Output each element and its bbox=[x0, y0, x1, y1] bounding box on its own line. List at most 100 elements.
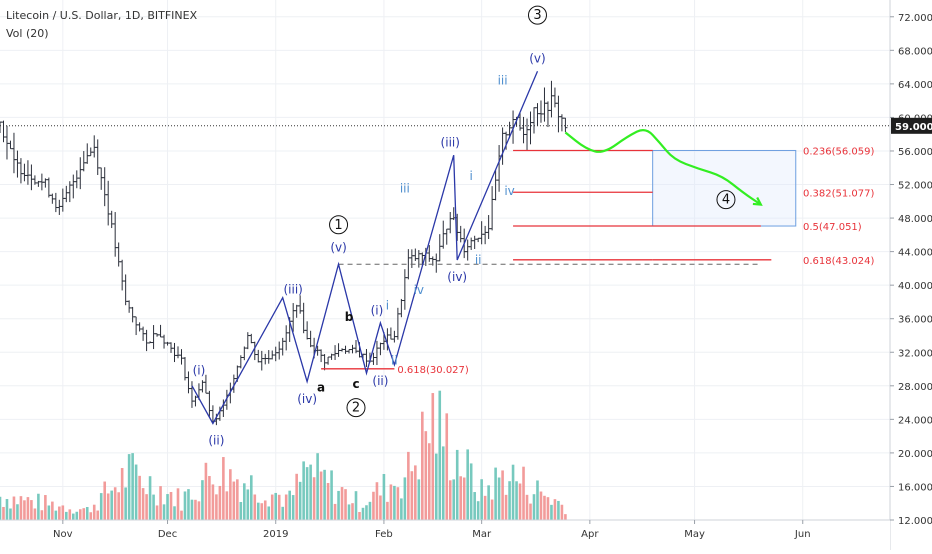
volume-bar bbox=[501, 470, 504, 520]
price-bar bbox=[50, 193, 55, 204]
price-bar bbox=[245, 332, 250, 350]
volume-bar bbox=[365, 505, 368, 520]
volume-bar bbox=[37, 493, 40, 520]
price-bar bbox=[532, 107, 536, 134]
volume-bar bbox=[85, 507, 89, 520]
price-bar bbox=[15, 150, 20, 178]
price-bar bbox=[319, 349, 324, 363]
price-bar bbox=[399, 298, 404, 318]
volume-bar bbox=[92, 504, 96, 520]
volume-bar bbox=[169, 491, 173, 520]
volume-bar bbox=[249, 475, 253, 520]
price-bar bbox=[486, 215, 491, 240]
y-tick-label: 24.000 bbox=[898, 415, 932, 426]
volume-bar bbox=[298, 481, 302, 520]
y-tick-label: 32.000 bbox=[898, 348, 932, 359]
volume-bar bbox=[277, 494, 281, 520]
price-bar bbox=[144, 329, 149, 352]
price-bar bbox=[301, 302, 306, 334]
volume-bar bbox=[106, 493, 110, 520]
volume-bar bbox=[117, 492, 120, 520]
price-bar bbox=[130, 306, 135, 323]
volume-bar bbox=[155, 505, 159, 520]
volume-bar bbox=[194, 499, 197, 520]
price-bar bbox=[53, 192, 58, 213]
price-bar bbox=[242, 346, 247, 361]
price-bar bbox=[413, 248, 418, 261]
price-bar bbox=[179, 349, 184, 365]
volume-bar bbox=[44, 495, 47, 520]
price-bar bbox=[85, 143, 90, 164]
price-bar bbox=[298, 295, 303, 314]
wave-label-circle bbox=[716, 190, 736, 210]
volume-indicator-label[interactable]: Vol (20) bbox=[6, 27, 49, 40]
target-box bbox=[652, 149, 797, 227]
volume-bar bbox=[274, 492, 278, 520]
volume-bar bbox=[546, 497, 550, 520]
price-bar bbox=[162, 334, 167, 349]
volume-bar bbox=[424, 431, 428, 520]
price-bar bbox=[193, 395, 198, 407]
volume-bar bbox=[229, 469, 232, 520]
volume-bar bbox=[89, 512, 93, 520]
volume-bar bbox=[215, 494, 218, 520]
current-price-label: 59.000 bbox=[895, 122, 932, 133]
volume-bar bbox=[180, 510, 183, 520]
price-bar bbox=[102, 167, 107, 207]
wave-label-circle bbox=[329, 215, 349, 235]
price-bar bbox=[476, 237, 481, 243]
price-bar bbox=[207, 390, 212, 417]
wave-label: 3 bbox=[533, 8, 541, 23]
y-tick-label: 16.000 bbox=[898, 482, 932, 493]
volume-bar bbox=[469, 463, 473, 520]
x-tick-label: 2019 bbox=[263, 529, 288, 540]
volume-bar bbox=[403, 477, 407, 520]
price-bar bbox=[364, 348, 369, 367]
price-bar bbox=[329, 353, 334, 360]
volume-bar bbox=[417, 479, 421, 520]
wave-label: (i) bbox=[371, 303, 384, 317]
volume-bar bbox=[246, 489, 250, 520]
price-bar bbox=[552, 87, 557, 108]
volume-bar bbox=[382, 473, 386, 520]
wave-label: (iii) bbox=[441, 136, 460, 150]
x-tick-label: Jun bbox=[794, 529, 811, 540]
volume-bar bbox=[560, 504, 564, 520]
volume-bar bbox=[47, 505, 51, 520]
wave-label: a bbox=[317, 380, 325, 394]
price-bar bbox=[521, 116, 526, 144]
price-bar bbox=[148, 341, 153, 344]
price-bar bbox=[409, 249, 414, 268]
volume-bar bbox=[361, 507, 365, 520]
price-bar bbox=[374, 340, 379, 366]
volume-bar bbox=[525, 494, 529, 520]
price-bar bbox=[95, 139, 100, 176]
volume-bar bbox=[176, 488, 180, 520]
price-bar bbox=[106, 180, 111, 226]
volume-bar bbox=[96, 510, 100, 520]
volume-bar bbox=[61, 505, 65, 520]
price-bar bbox=[259, 350, 264, 371]
fib-label: 0.5(47.051) bbox=[803, 222, 862, 233]
volume-bar bbox=[427, 443, 431, 520]
volume-bar bbox=[103, 481, 107, 520]
y-tick-label: 52.000 bbox=[898, 181, 932, 192]
volume-bar bbox=[0, 496, 2, 520]
price-bar bbox=[469, 237, 474, 250]
price-bar bbox=[556, 95, 561, 133]
volume-bar bbox=[40, 510, 44, 520]
wave-label: (iv) bbox=[297, 392, 317, 406]
price-bar bbox=[444, 228, 449, 245]
volume-bar bbox=[291, 495, 295, 520]
price-bar bbox=[120, 259, 125, 291]
volume-bar bbox=[347, 504, 351, 520]
volume-bar bbox=[319, 471, 323, 520]
price-bar bbox=[22, 163, 27, 182]
price-bar bbox=[322, 354, 327, 371]
price-bar bbox=[378, 342, 383, 356]
price-bar bbox=[458, 225, 463, 243]
volume-bar bbox=[515, 481, 518, 520]
elliott-wave-path bbox=[191, 71, 539, 425]
volume-bar bbox=[113, 487, 117, 520]
